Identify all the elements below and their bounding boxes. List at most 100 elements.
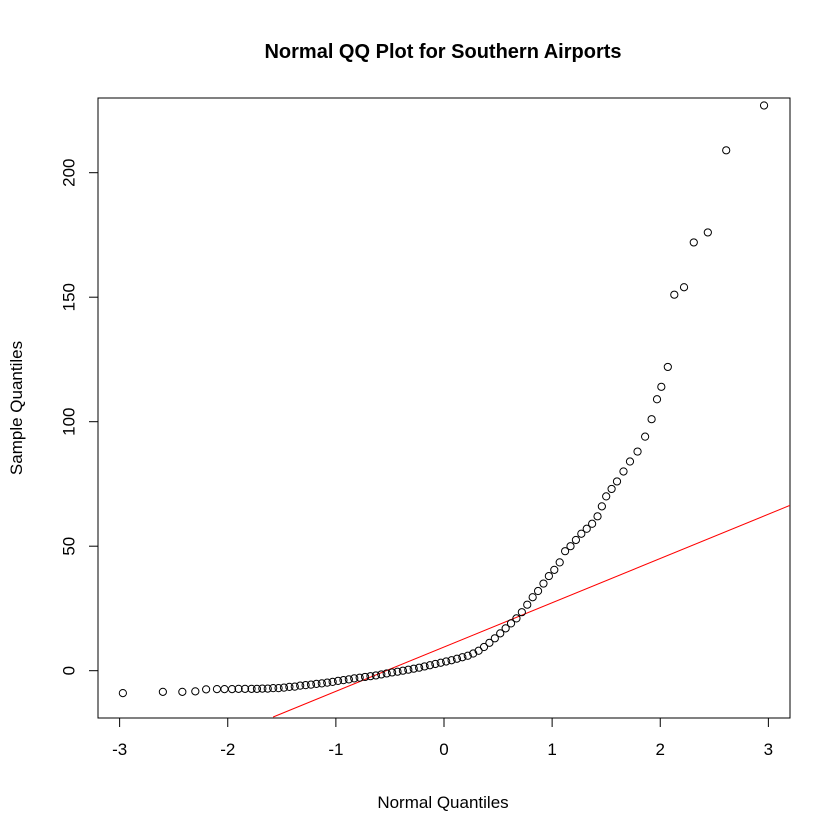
data-point [306, 680, 316, 689]
data-point [252, 684, 262, 693]
data-point [398, 666, 408, 675]
data-point [533, 586, 543, 596]
data-point [517, 608, 526, 617]
data-point [612, 477, 622, 486]
data-point [158, 687, 167, 696]
data-point [663, 362, 672, 372]
data-point [597, 502, 606, 511]
x-tick-label: -2 [220, 740, 235, 759]
data-point [544, 571, 553, 581]
data-point [550, 565, 559, 574]
data-point [442, 657, 451, 666]
data-point [312, 679, 321, 688]
data-point [220, 685, 229, 694]
data-point [436, 658, 445, 667]
data-point [431, 659, 440, 669]
data-point [317, 679, 326, 688]
data-point [328, 677, 337, 686]
data-point [285, 682, 294, 691]
data-point [234, 684, 243, 693]
data-point [191, 687, 200, 696]
reference-line-layer [272, 504, 790, 718]
data-point [420, 662, 429, 671]
x-tick-label: -3 [112, 740, 127, 759]
data-point [571, 535, 581, 545]
data-point [425, 661, 435, 670]
data-point [555, 558, 564, 567]
data-point [593, 512, 602, 521]
data-point [323, 678, 332, 687]
data-point [240, 684, 250, 693]
data-point [458, 653, 467, 662]
y-tick-label: 100 [59, 408, 78, 436]
data-point [647, 415, 656, 424]
data-point [447, 656, 456, 665]
data-point [652, 395, 662, 404]
data-point [479, 642, 489, 652]
data-point [355, 673, 364, 682]
data-point [561, 547, 570, 556]
x-tick-label: 2 [656, 740, 665, 759]
data-point [290, 682, 299, 691]
data-point [404, 665, 413, 674]
data-point [582, 524, 591, 533]
data-point [377, 670, 386, 679]
data-point [360, 672, 370, 682]
x-axis-label: Normal Quantiles [377, 793, 508, 812]
data-point [382, 669, 391, 678]
data-point [452, 654, 462, 663]
data-point [371, 671, 380, 680]
data-point [602, 492, 611, 501]
data-point [202, 685, 211, 694]
data-point [344, 675, 353, 684]
data-point [490, 634, 499, 643]
data-point [118, 689, 127, 698]
data-point [512, 614, 521, 623]
data-point [501, 624, 510, 633]
data-point [607, 484, 616, 494]
data-point [258, 684, 267, 693]
x-tick-label: -1 [328, 740, 343, 759]
data-point [703, 228, 712, 237]
chart-title: Normal QQ Plot for Southern Airports [264, 41, 621, 63]
data-point [528, 593, 537, 602]
data-point [296, 681, 305, 690]
data-point [566, 542, 575, 551]
points-layer [118, 101, 769, 698]
x-tick-label: 1 [547, 740, 556, 759]
data-point [350, 674, 359, 683]
data-point [619, 467, 628, 476]
y-axis-label: Sample Quantiles [7, 341, 26, 475]
data-point [388, 668, 397, 677]
data-point [496, 629, 505, 638]
data-point [409, 664, 418, 673]
y-tick-label: 0 [59, 666, 78, 675]
data-point [539, 579, 548, 588]
reference-line [272, 504, 790, 718]
data-point [633, 447, 642, 456]
data-point [463, 651, 472, 660]
y-axis: 0 50 100 150 200 [59, 159, 99, 675]
data-point [722, 146, 731, 155]
plot-frame [97, 97, 791, 719]
data-point [178, 687, 187, 696]
data-point [301, 681, 310, 690]
data-point [212, 685, 222, 694]
data-point [657, 382, 666, 391]
data-point [269, 684, 278, 693]
data-point [393, 667, 402, 676]
data-point [339, 676, 348, 685]
data-point [641, 432, 650, 441]
data-point [523, 600, 532, 609]
data-point [247, 684, 256, 693]
data-point [689, 238, 698, 247]
data-point [366, 672, 375, 681]
data-point [263, 684, 272, 693]
data-point [485, 638, 494, 647]
data-point [577, 529, 586, 538]
data-point [415, 663, 424, 672]
data-point [474, 646, 483, 655]
data-point [274, 684, 283, 693]
data-point [333, 676, 343, 685]
